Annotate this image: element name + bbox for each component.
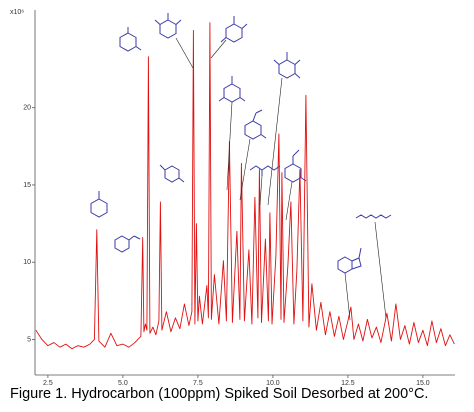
series-line [35,22,455,350]
molecule [249,165,281,176]
molecule [90,191,108,218]
x-tick-label: 12.5 [341,380,355,387]
x-tick-label: 5.0 [118,380,128,387]
leader [285,181,293,221]
molecule [337,247,362,274]
molecule [273,52,301,79]
leader [239,138,251,201]
y-multiplier: x10⁶ [10,9,24,16]
molecule [355,214,392,219]
x-tick-label: 10.0 [266,380,280,387]
y-tick-label: 5 [27,336,31,343]
leader [267,77,283,206]
molecule [220,16,248,43]
y-tick-label: 20 [23,105,31,112]
leader [344,272,351,321]
molecule [114,235,141,253]
y-tick-label: 15 [23,182,31,189]
x-tick-label: 15.0 [416,380,430,387]
x-tick-label: 7.5 [193,380,203,387]
leader [210,39,227,59]
molecule [244,109,267,140]
molecule [159,164,185,183]
structures [90,13,392,321]
leader [226,101,233,191]
leader [374,221,387,319]
molecule [284,149,307,183]
leader [175,37,194,69]
y-tick-label: 10 [23,259,31,266]
x-tick-label: 2.5 [43,380,53,387]
leader [259,175,263,206]
molecule [218,76,246,103]
molecule [154,13,182,39]
molecule [119,27,142,52]
caption: Figure 1. Hydrocarbon (100ppm) Spiked So… [10,386,428,402]
